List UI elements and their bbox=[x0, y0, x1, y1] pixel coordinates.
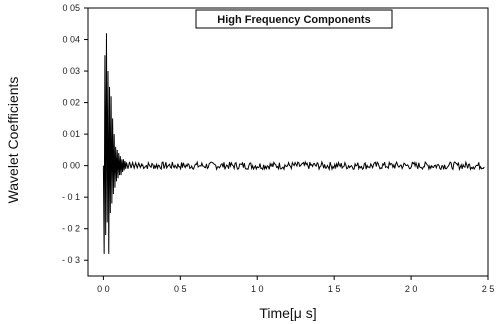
legend-box: High Frequency Components bbox=[195, 9, 393, 29]
y-tick-label: 0 03 bbox=[62, 66, 80, 76]
y-tick-label: 0 00 bbox=[62, 161, 80, 171]
x-ticks: 0 0 0 5 1 0 1 5 2 0 2 5 bbox=[97, 276, 494, 294]
x-tick-label: 1 5 bbox=[328, 284, 341, 294]
x-tick-label: 0 5 bbox=[174, 284, 187, 294]
legend-text: High Frequency Components bbox=[217, 14, 370, 26]
y-tick-label: - 0 1 bbox=[62, 192, 80, 202]
y-tick-label: - 0 2 bbox=[62, 224, 80, 234]
y-tick-label: 0 02 bbox=[62, 98, 80, 108]
x-tick-label: 2 5 bbox=[482, 284, 495, 294]
y-tick-label: 0 01 bbox=[62, 129, 80, 139]
plot-frame bbox=[87, 7, 489, 277]
series-line bbox=[102, 33, 485, 254]
x-tick-label: 0 0 bbox=[97, 284, 110, 294]
y-tick-label: - 0 3 bbox=[62, 255, 80, 265]
x-axis-title: Time[μ s] bbox=[259, 305, 316, 321]
y-ticks: - 0 3 - 0 2 - 0 1 0 00 0 01 0 02 0 03 0 04 0 05 bbox=[62, 3, 88, 265]
legend-frame bbox=[195, 9, 393, 29]
x-tick-label: 2 0 bbox=[405, 284, 418, 294]
y-tick-label: 0 05 bbox=[62, 3, 80, 13]
y-axis-title: Wavelet Coefficients bbox=[5, 77, 21, 204]
y-tick-label: 0 04 bbox=[62, 35, 80, 45]
x-tick-label: 1 0 bbox=[251, 284, 264, 294]
